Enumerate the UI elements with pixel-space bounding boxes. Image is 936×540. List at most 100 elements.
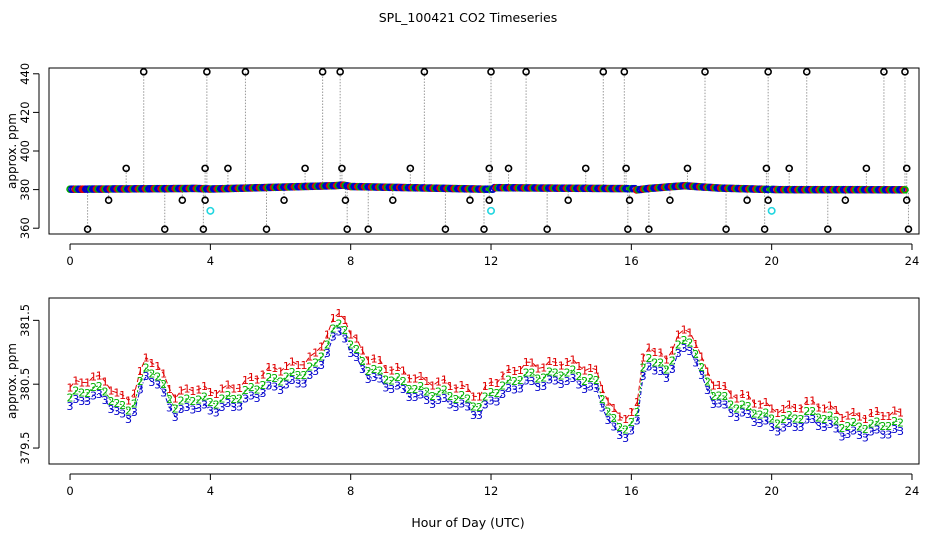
series-2-marker: 2 — [757, 408, 764, 421]
outlier-point — [666, 196, 674, 205]
series-3-marker: 3 — [517, 382, 524, 395]
series-2-marker: 2 — [435, 386, 442, 399]
x-tick-label: 4 — [207, 254, 214, 268]
series-1-marker: 1 — [184, 383, 191, 396]
series-3-marker: 3 — [792, 421, 799, 434]
series-1-marker: 1 — [862, 413, 869, 426]
series-2-marker: 2 — [394, 371, 401, 384]
outlier-point — [199, 225, 208, 233]
series-2-marker: 2 — [423, 385, 430, 398]
series-2-marker: 2 — [605, 406, 612, 419]
series-3-marker: 3 — [347, 347, 354, 360]
series-2-marker: 2 — [300, 369, 307, 382]
series-1-marker: 1 — [236, 382, 243, 395]
series-2-marker: 2 — [289, 366, 296, 379]
series-1-marker: 1 — [897, 406, 904, 419]
baseline-point — [901, 185, 909, 194]
series-2-marker: 2 — [850, 416, 857, 429]
series-3-marker: 3 — [558, 378, 565, 391]
series-2-marker: 2 — [458, 389, 465, 402]
series-3-marker: 3 — [271, 381, 278, 394]
series-3-marker: 3 — [493, 396, 500, 409]
series-3-marker: 3 — [458, 398, 465, 411]
series-3-marker: 3 — [406, 391, 413, 404]
series-1-marker: 1 — [72, 374, 79, 387]
series-1-marker: 1 — [388, 365, 395, 378]
series-1-marker: 1 — [470, 390, 477, 403]
series-2-marker: 2 — [336, 317, 343, 330]
series-3-marker: 3 — [388, 383, 395, 396]
series-1-marker: 1 — [780, 403, 787, 416]
flagged-point — [206, 206, 215, 215]
series-1-marker: 1 — [815, 402, 822, 415]
series-3-marker: 3 — [722, 398, 729, 411]
series-2-marker: 2 — [347, 339, 354, 352]
series-3-marker: 3 — [716, 398, 723, 411]
outlier-point — [504, 164, 513, 173]
series-1-marker: 1 — [768, 402, 775, 415]
series-2-marker: 2 — [400, 375, 407, 388]
series-3-marker: 3 — [844, 428, 851, 441]
y-tick-label: 360 — [18, 217, 32, 239]
series-3-marker: 3 — [189, 403, 196, 416]
series-2-marker: 2 — [529, 367, 536, 380]
series-3-marker: 3 — [341, 332, 348, 345]
series-3-marker: 3 — [78, 395, 85, 408]
series-3-marker: 3 — [669, 363, 676, 376]
outlier-point — [823, 225, 832, 233]
series-3-marker: 3 — [593, 382, 600, 395]
outlier-point — [201, 196, 209, 205]
series-3-marker: 3 — [897, 425, 904, 438]
series-2-marker: 2 — [470, 401, 477, 414]
series-2-marker: 2 — [72, 385, 79, 398]
series-2-marker: 2 — [675, 339, 682, 352]
series-2-marker: 2 — [248, 381, 255, 394]
outlier-point — [762, 164, 771, 173]
series-3-marker: 3 — [809, 413, 816, 426]
series-1-marker: 1 — [353, 333, 360, 346]
series-1-marker: 1 — [710, 380, 717, 393]
series-3-marker: 3 — [90, 389, 97, 402]
y-tick-label: 380 — [18, 179, 32, 201]
series-3-marker: 3 — [657, 365, 664, 378]
series-3-marker: 3 — [546, 374, 553, 387]
outlier-point — [280, 196, 288, 205]
series-2-marker: 2 — [716, 389, 723, 402]
series-1-marker: 1 — [546, 355, 553, 368]
outlier-point — [581, 164, 590, 173]
series-3-marker: 3 — [96, 388, 103, 401]
series-1-marker: 1 — [248, 371, 255, 384]
series-3-marker: 3 — [482, 399, 489, 412]
series-3-marker: 3 — [827, 418, 834, 431]
series-1-marker: 1 — [318, 340, 325, 353]
outlier-point — [620, 68, 629, 76]
series-1-marker: 1 — [640, 351, 647, 364]
series-1-marker: 1 — [341, 314, 348, 327]
series-1-marker: 1 — [160, 368, 167, 381]
series-2-marker: 2 — [669, 355, 676, 368]
chart-title: SPL_100421 CO2 Timeseries — [379, 10, 557, 25]
outlier-point — [122, 164, 130, 173]
outlier-point — [241, 68, 250, 76]
series-3-marker: 3 — [265, 379, 272, 392]
series-2-marker: 2 — [277, 376, 284, 389]
outlier-point — [902, 164, 911, 173]
series-3-marker: 3 — [172, 411, 179, 424]
series-3-marker: 3 — [710, 398, 717, 411]
series-2-marker: 2 — [224, 389, 231, 402]
series-3-marker: 3 — [599, 401, 606, 414]
series-3-marker: 3 — [774, 426, 781, 439]
series-1-marker: 1 — [540, 361, 547, 374]
series-1-marker: 1 — [511, 365, 518, 378]
series-1-marker: 1 — [698, 351, 705, 364]
outlier-point — [466, 196, 474, 205]
series-2-marker: 2 — [505, 373, 512, 386]
x-tick-label: 16 — [624, 484, 639, 498]
series-1-marker: 1 — [645, 342, 652, 355]
series-1-marker: 1 — [505, 363, 512, 376]
series-1-marker: 1 — [143, 351, 150, 364]
x-tick-label: 20 — [764, 484, 779, 498]
series-1-marker: 1 — [786, 399, 793, 412]
series-3-marker: 3 — [523, 375, 530, 388]
series-1-marker: 1 — [300, 359, 307, 372]
